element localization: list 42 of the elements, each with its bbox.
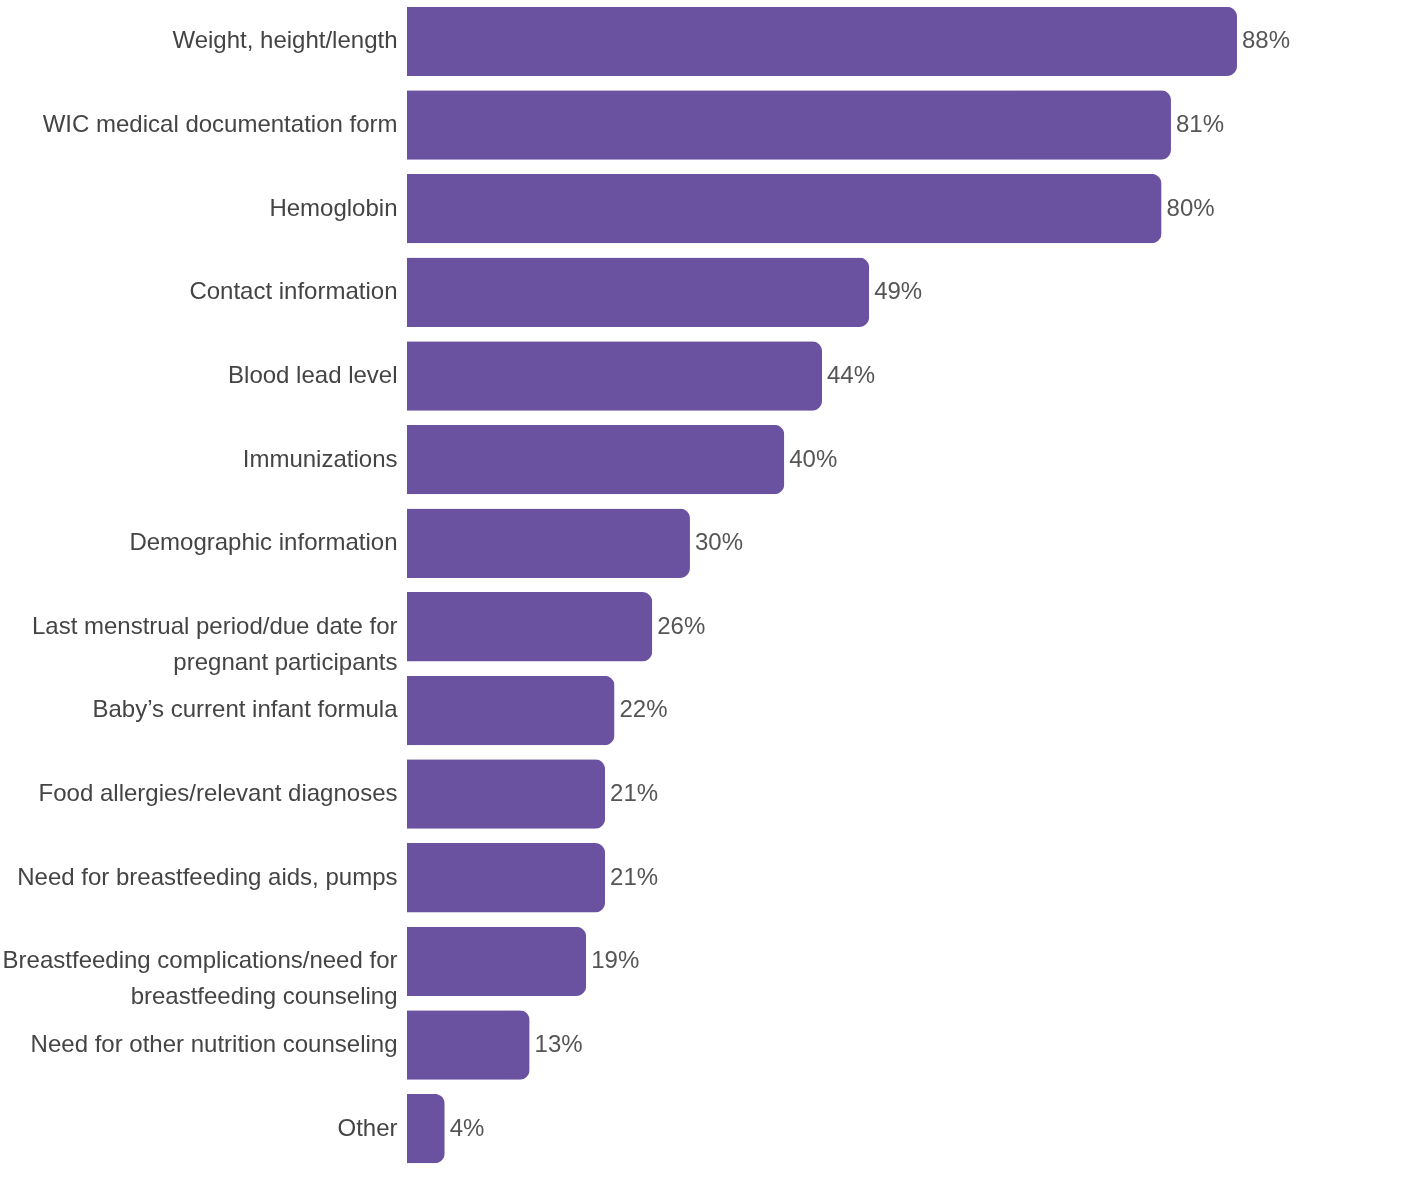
data-label: 49% bbox=[874, 277, 923, 305]
data-label: 88% bbox=[1242, 26, 1291, 54]
bar bbox=[407, 90, 1171, 160]
data-label: 26% bbox=[657, 611, 706, 639]
data-label: 30% bbox=[694, 528, 743, 556]
data-label: 44% bbox=[827, 360, 876, 388]
y-tick-label: Food allergies/relevant diagnoses bbox=[38, 779, 398, 807]
bar bbox=[407, 257, 870, 327]
y-tick-label: Blood lead level bbox=[228, 360, 398, 388]
bar bbox=[407, 1010, 530, 1080]
data-label: 13% bbox=[534, 1029, 583, 1057]
bar bbox=[407, 1093, 445, 1164]
y-tick-label: Hemoglobin bbox=[269, 193, 398, 221]
y-tick-label: WIC medical documentation form bbox=[42, 110, 398, 138]
bar bbox=[407, 508, 690, 578]
y-tick-label: Demographic information bbox=[129, 528, 398, 556]
y-tick-label: Weight, height/length bbox=[172, 26, 398, 54]
bar bbox=[407, 759, 606, 829]
y-tick-label: Other bbox=[337, 1113, 398, 1141]
data-label: 22% bbox=[619, 695, 668, 723]
bar bbox=[407, 675, 615, 746]
data-label: 4% bbox=[449, 1113, 485, 1141]
bar bbox=[407, 341, 822, 411]
y-tick-label: Baby’s current infant formula bbox=[92, 695, 399, 723]
bar bbox=[407, 926, 587, 997]
y-tick-label: Immunizations bbox=[242, 444, 398, 472]
data-label: 40% bbox=[789, 444, 838, 472]
bar bbox=[407, 843, 606, 913]
y-tick-label: Last menstrual period/due date for pregnant participants bbox=[31, 611, 398, 675]
y-tick-label: Breastfeeding complications/need for breastfeeding counseling bbox=[2, 946, 398, 1010]
y-tick-label: Need for breastfeeding aids, pumps bbox=[17, 862, 398, 890]
data-label: 21% bbox=[610, 779, 659, 807]
bar bbox=[407, 592, 653, 662]
y-tick-label: Need for other nutrition counseling bbox=[30, 1029, 398, 1057]
data-label: 19% bbox=[591, 946, 640, 974]
bar bbox=[407, 424, 785, 495]
data-label: 21% bbox=[610, 862, 659, 890]
bar bbox=[407, 173, 1162, 244]
data-label: 81% bbox=[1175, 110, 1225, 138]
y-tick-label: Contact information bbox=[189, 277, 398, 305]
data-label: 80% bbox=[1166, 193, 1215, 221]
bar bbox=[407, 6, 1237, 77]
